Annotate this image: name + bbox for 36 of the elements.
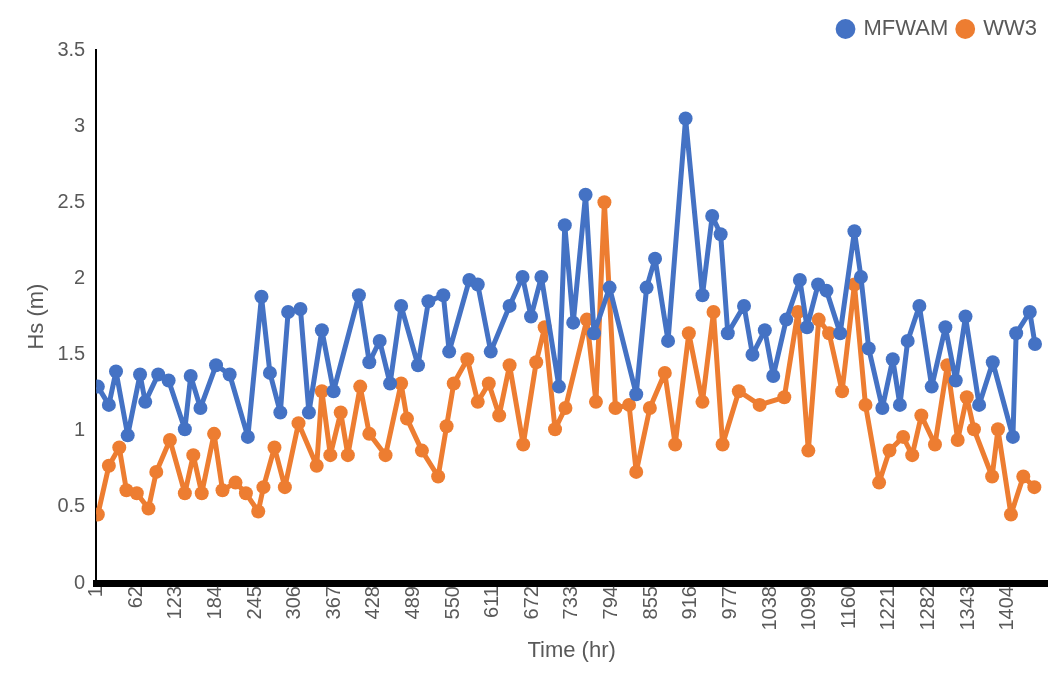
x-tick-label: 1343 xyxy=(955,586,978,631)
x-tick-label: 672 xyxy=(519,586,542,620)
x-tick-label: 1404 xyxy=(995,586,1018,631)
x-tick-label: 977 xyxy=(717,586,740,620)
y-tick-label: 1 xyxy=(74,418,86,441)
y-tick-label: 0 xyxy=(74,570,86,593)
y-tick-label: 2.5 xyxy=(57,189,86,212)
x-tick-label: 550 xyxy=(440,586,463,620)
y-axis-title: Hs (m) xyxy=(23,283,49,350)
x-tick-label: 489 xyxy=(400,586,423,620)
x-tick-label: 1282 xyxy=(915,586,938,631)
y-tick-label: 1.5 xyxy=(57,342,86,365)
x-tick-label: 916 xyxy=(678,586,701,620)
x-tick-label: 245 xyxy=(242,586,265,620)
x-tick-label: 733 xyxy=(559,586,582,620)
x-tick-label: 306 xyxy=(282,586,305,620)
x-tick-label: 1160 xyxy=(836,586,859,630)
x-tick-label: 1099 xyxy=(797,586,820,631)
legend-label: WW3 xyxy=(983,15,1037,41)
x-tick-label: 611 xyxy=(480,586,503,618)
x-tick-label: 428 xyxy=(361,586,384,620)
x-tick-label: 62 xyxy=(123,586,146,609)
x-tick-label: 1038 xyxy=(757,586,780,631)
x-tick-label: 123 xyxy=(163,586,186,620)
y-tick-label: 2 xyxy=(74,265,86,288)
x-tick-label: 794 xyxy=(599,586,622,620)
y-tick-label: 0.5 xyxy=(57,494,86,517)
y-tick-label: 3 xyxy=(74,113,86,136)
legend-label: MFWAM xyxy=(863,15,949,41)
x-tick-label: 184 xyxy=(202,586,225,620)
x-tick-label: 855 xyxy=(638,586,661,620)
x-axis-title: Time (hr) xyxy=(527,636,616,662)
x-tick-label: 367 xyxy=(321,586,344,620)
x-tick-label: 1221 xyxy=(876,586,899,631)
x-tick-label: 1 xyxy=(84,586,107,598)
y-tick-label: 3.5 xyxy=(57,37,86,60)
